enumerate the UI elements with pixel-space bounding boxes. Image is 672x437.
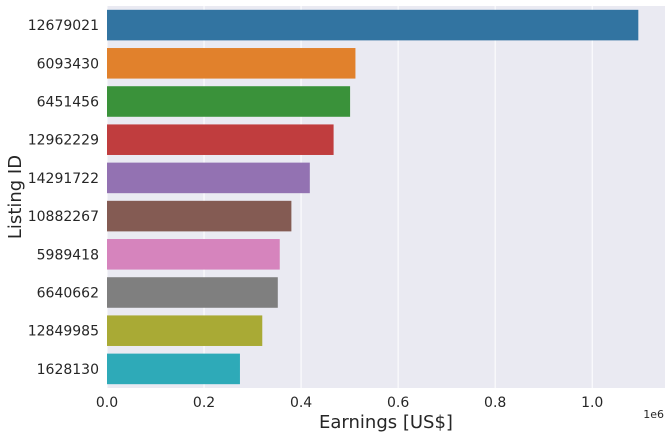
x-tick-label: 1.0 <box>581 395 603 411</box>
y-tick-label: 12679021 <box>28 18 99 34</box>
bar <box>107 162 310 194</box>
bar <box>107 315 263 346</box>
y-tick-labels: 12679021 6093430 6451456 12962229 14291722 10… <box>28 18 99 378</box>
bar <box>107 200 292 232</box>
bar <box>107 239 280 270</box>
x-tick-labels: 0.0 0.2 0.4 0.6 0.8 1.0 <box>96 395 603 411</box>
y-tick-label: 6640662 <box>37 286 99 302</box>
x-tick-label: 0.2 <box>193 395 215 411</box>
x-tick-label: 0.4 <box>290 395 312 411</box>
bar <box>107 48 356 79</box>
y-tick-label: 6093430 <box>37 56 99 72</box>
y-tick-label: 6451456 <box>37 95 99 111</box>
y-tick-label: 12962229 <box>28 133 99 149</box>
y-tick-label: 5989418 <box>37 247 99 263</box>
bar <box>107 353 240 385</box>
bar <box>107 124 334 155</box>
x-tick-label: 0.0 <box>96 395 118 411</box>
y-tick-label: 12849985 <box>28 324 99 340</box>
x-tick-label: 0.6 <box>387 395 409 411</box>
x-tick-label: 0.8 <box>484 395 506 411</box>
y-tick-label: 1628130 <box>37 362 99 378</box>
x-axis-label: Earnings [US$] <box>319 412 453 433</box>
bar <box>107 9 639 41</box>
y-tick-label: 10882267 <box>28 209 99 225</box>
y-tick-label: 14291722 <box>28 171 99 187</box>
y-axis-label: Listing ID <box>5 155 26 239</box>
x-offset-label: 1e6 <box>643 408 664 421</box>
bar <box>107 86 351 117</box>
bars <box>107 9 639 385</box>
bar <box>107 277 278 308</box>
